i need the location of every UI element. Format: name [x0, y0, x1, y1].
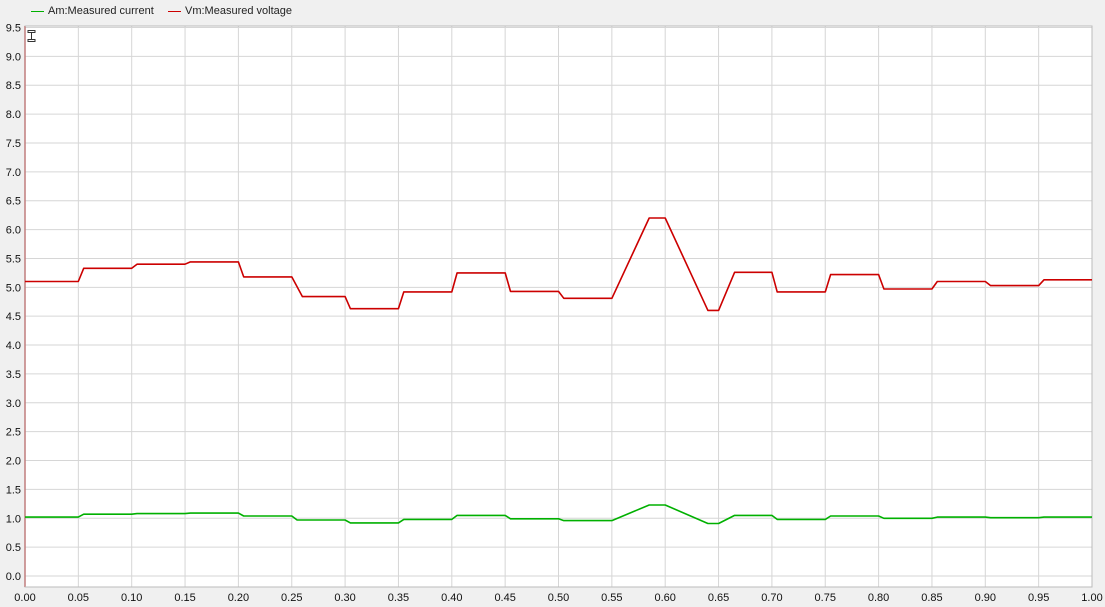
x-tick-label: 0.60 [654, 592, 675, 604]
y-tick-label: 1.0 [6, 513, 21, 525]
y-tick-label: 3.5 [6, 369, 21, 381]
x-tick-labels: 0.00 0.05 0.10 0.15 0.20 0.25 0.30 0.35 0.40 0.45… [14, 592, 1102, 604]
x-tick-label: 0.30 [334, 592, 355, 604]
x-tick-label: 0.20 [228, 592, 249, 604]
x-tick-label: 0.35 [388, 592, 409, 604]
y-tick-label: 1.5 [6, 484, 21, 496]
y-tick-label: 8.0 [6, 109, 21, 121]
legend-item-current[interactable]: Am:Measured current [31, 5, 154, 17]
y-tick-label: 8.5 [6, 80, 21, 92]
x-tick-label: 0.90 [975, 592, 996, 604]
legend-swatch-voltage [168, 10, 181, 12]
x-tick-label: 0.80 [868, 592, 889, 604]
x-tick-label: 0.50 [548, 592, 569, 604]
axes [24, 25, 1093, 588]
x-tick-label: 0.85 [921, 592, 942, 604]
y-tick-label: 7.0 [6, 167, 21, 179]
vertical-cursor-icon[interactable] [27, 30, 36, 42]
y-tick-label: 0.0 [6, 571, 21, 583]
series-line-voltage[interactable] [25, 217, 1092, 312]
x-tick-label: 0.10 [121, 592, 142, 604]
plot-border [24, 25, 1093, 588]
legend-label-voltage: Vm:Measured voltage [185, 5, 292, 17]
y-tick-label: 3.0 [6, 398, 21, 410]
y-tick-label: 5.5 [6, 253, 21, 265]
y-tick-label: 0.5 [6, 542, 21, 554]
x-tick-label: 0.40 [441, 592, 462, 604]
y-tick-label: 9.5 [6, 23, 21, 35]
y-tick-label: 4.0 [6, 340, 21, 352]
legend: Am:Measured current Vm:Measured voltage [0, 0, 1105, 26]
y-tick-label: 4.5 [6, 311, 21, 323]
x-tick-label: 0.00 [14, 592, 35, 604]
y-tick-label: 9.0 [6, 51, 21, 63]
x-tick-label: 0.05 [68, 592, 89, 604]
y-tick-label: 7.5 [6, 138, 21, 150]
y-tick-label: 6.0 [6, 225, 21, 237]
x-tick-label: 0.65 [708, 592, 729, 604]
series [25, 217, 1092, 525]
series-line-current[interactable] [25, 504, 1092, 525]
x-tick-label: 0.25 [281, 592, 302, 604]
y-tick-label: 6.5 [6, 196, 21, 208]
legend-swatch-current [31, 10, 44, 12]
y-tick-label: 5.0 [6, 282, 21, 294]
legend-item-voltage[interactable]: Vm:Measured voltage [168, 5, 292, 17]
legend-label-current: Am:Measured current [48, 5, 154, 17]
x-tick-label: 0.55 [601, 592, 622, 604]
x-tick-label: 0.95 [1028, 592, 1049, 604]
x-tick-label: 0.75 [815, 592, 836, 604]
y-tick-label: 2.5 [6, 427, 21, 439]
y-tick-label: 2.0 [6, 456, 21, 468]
x-tick-label: 0.15 [174, 592, 195, 604]
x-tick-label: 1.00 [1081, 592, 1102, 604]
y-tick-labels: 0.0 0.5 1.0 1.5 2.0 2.5 3.0 3.5 4.0 4.5 5.0 5.5 6.0 6… [6, 23, 21, 584]
x-tick-label: 0.70 [761, 592, 782, 604]
grid [25, 26, 1093, 587]
x-tick-label: 0.45 [494, 592, 515, 604]
